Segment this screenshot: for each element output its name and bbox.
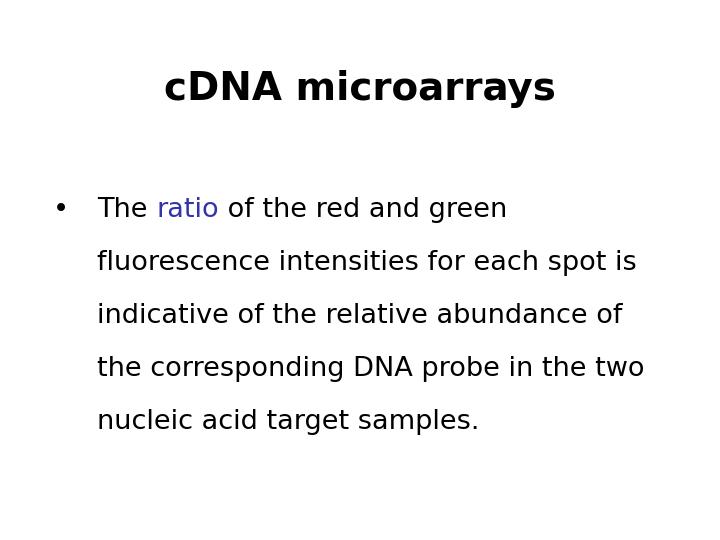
Text: indicative of the relative abundance of: indicative of the relative abundance of bbox=[97, 303, 623, 329]
Text: fluorescence intensities for each spot is: fluorescence intensities for each spot i… bbox=[97, 250, 637, 276]
Text: nucleic acid target samples.: nucleic acid target samples. bbox=[97, 409, 480, 435]
Text: ratio: ratio bbox=[156, 197, 219, 223]
Text: cDNA microarrays: cDNA microarrays bbox=[164, 70, 556, 108]
Text: the corresponding DNA probe in the two: the corresponding DNA probe in the two bbox=[97, 356, 644, 382]
Text: The: The bbox=[97, 197, 156, 223]
Text: •: • bbox=[53, 197, 69, 223]
Text: of the red and green: of the red and green bbox=[219, 197, 507, 223]
